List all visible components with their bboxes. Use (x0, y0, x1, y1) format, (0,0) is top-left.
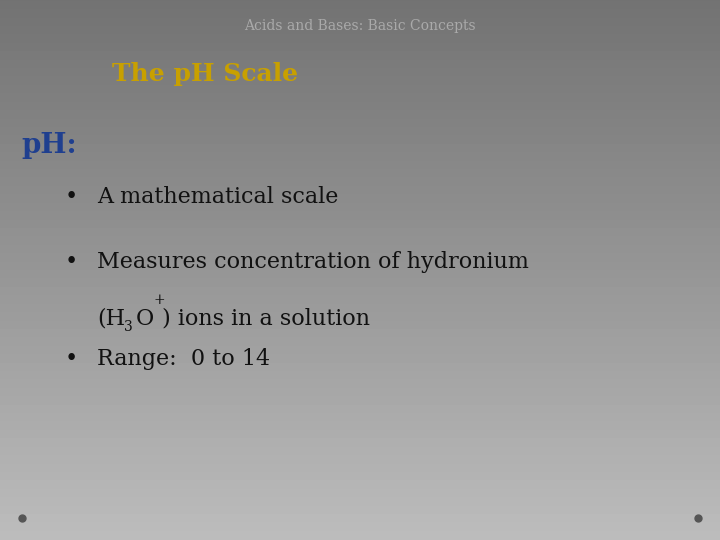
Text: Measures concentration of hydronium: Measures concentration of hydronium (97, 251, 529, 273)
Text: ) ions in a solution: ) ions in a solution (162, 308, 370, 330)
Text: 3: 3 (124, 320, 132, 334)
Text: pH:: pH: (22, 132, 77, 159)
Text: Range:  0 to 14: Range: 0 to 14 (97, 348, 270, 370)
Text: (H: (H (97, 308, 125, 330)
Text: •: • (65, 348, 78, 370)
Text: A mathematical scale: A mathematical scale (97, 186, 338, 208)
Text: •: • (65, 251, 78, 273)
Text: The pH Scale: The pH Scale (112, 62, 298, 86)
Text: •: • (65, 186, 78, 208)
Text: Acids and Bases: Basic Concepts: Acids and Bases: Basic Concepts (244, 19, 476, 33)
Text: +: + (153, 293, 165, 307)
Text: O: O (135, 308, 153, 330)
